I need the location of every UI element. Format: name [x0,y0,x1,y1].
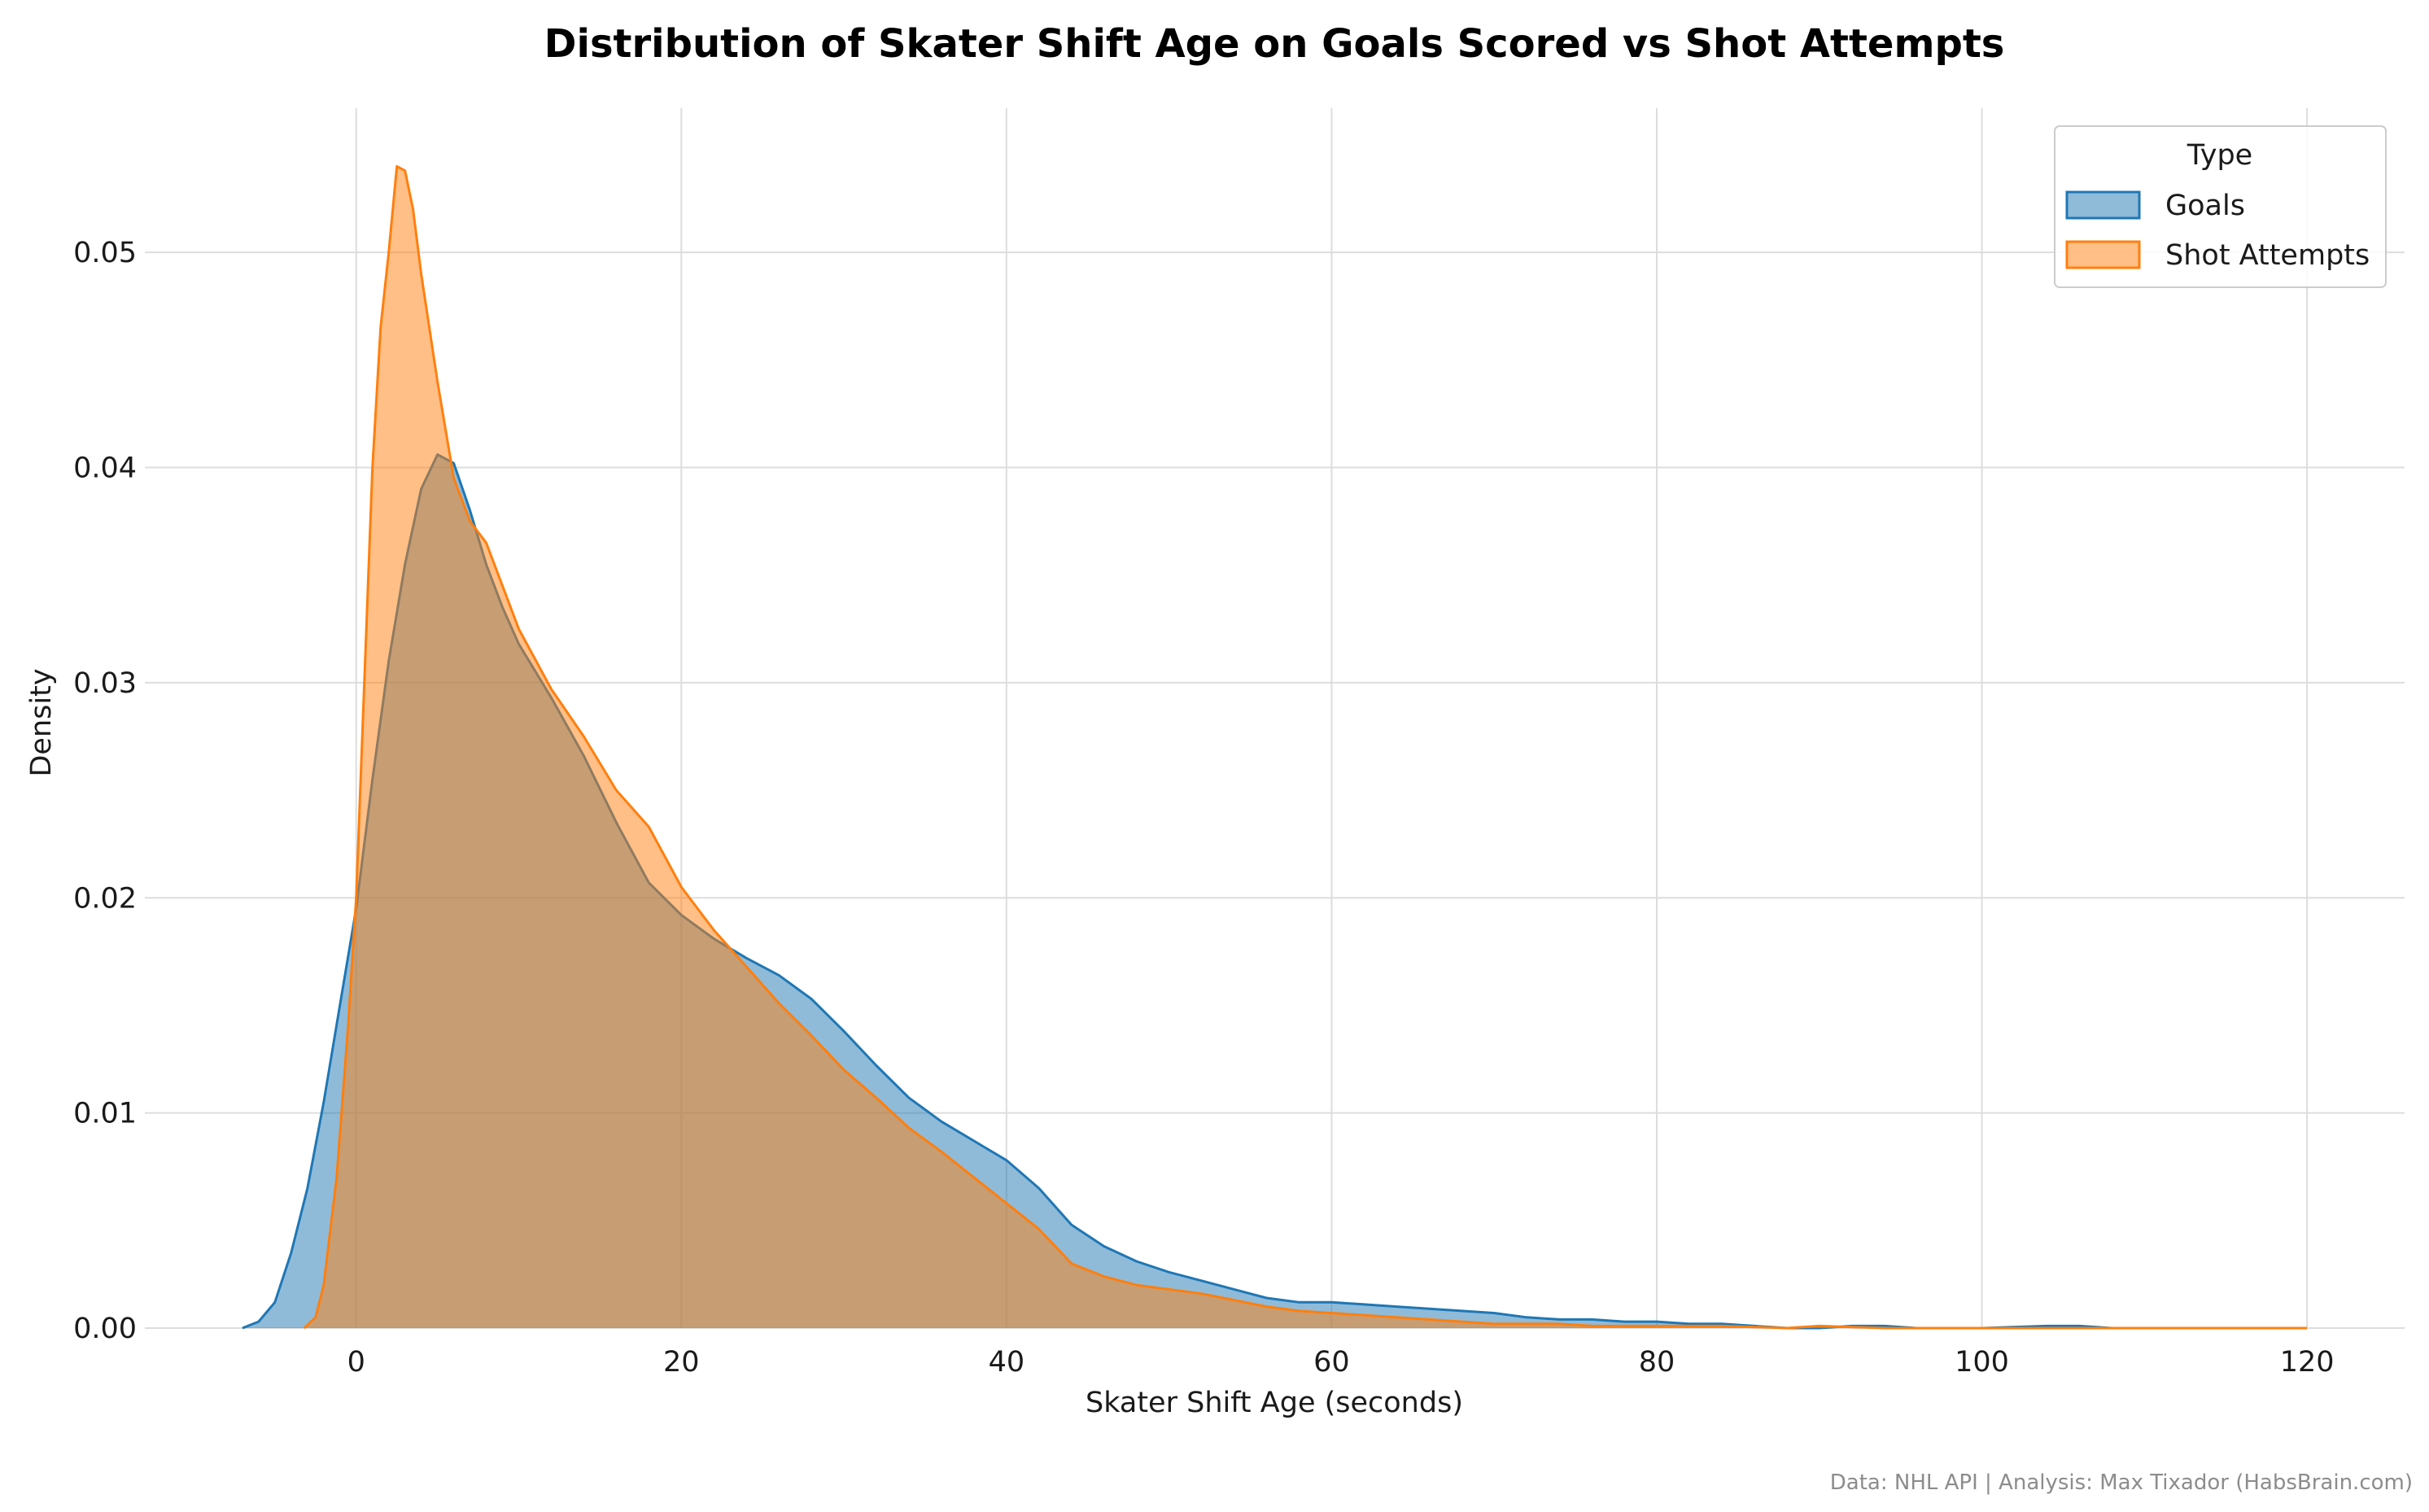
y-tick-label: 0.05 [73,237,137,269]
y-tick-label: 0.00 [73,1313,137,1345]
y-tick-label: 0.02 [73,882,137,915]
legend-label-goals: Goals [2165,190,2245,222]
x-axis-label: Skater Shift Age (seconds) [1086,1387,1463,1419]
y-tick-label: 0.04 [73,452,137,485]
x-tick-label: 40 [989,1346,1025,1379]
legend: Type Goals Shot Attempts [2054,125,2387,288]
x-tick-label: 120 [2280,1346,2335,1379]
y-tick-label: 0.03 [73,667,137,700]
y-axis-label: Density [25,668,58,776]
legend-title: Type [2187,139,2252,172]
axis-ticks: 0 20 40 60 80 100 120 0.00 0.01 0.02 0.03 0.04 0.05 [73,237,2334,1379]
x-tick-label: 20 [663,1346,700,1379]
legend-swatch-goals [2065,190,2141,220]
credit-text: Data: NHL API | Analysis: Max Tixador (H… [1830,1470,2413,1495]
chart-title: Distribution of Skater Shift Age on Goal… [544,21,2005,67]
x-tick-label: 0 [347,1346,365,1379]
x-tick-label: 100 [1955,1346,2009,1379]
density-line-shot-attempts [303,164,2308,1330]
x-tick-label: 60 [1313,1346,1350,1379]
x-tick-label: 80 [1639,1346,1675,1379]
y-tick-label: 0.01 [73,1098,137,1130]
density-area-shot-attempts [304,166,2308,1328]
density-areas [242,164,2308,1330]
legend-swatch-shot-attempts [2065,240,2141,269]
legend-label-shot-attempts: Shot Attempts [2165,239,2370,272]
